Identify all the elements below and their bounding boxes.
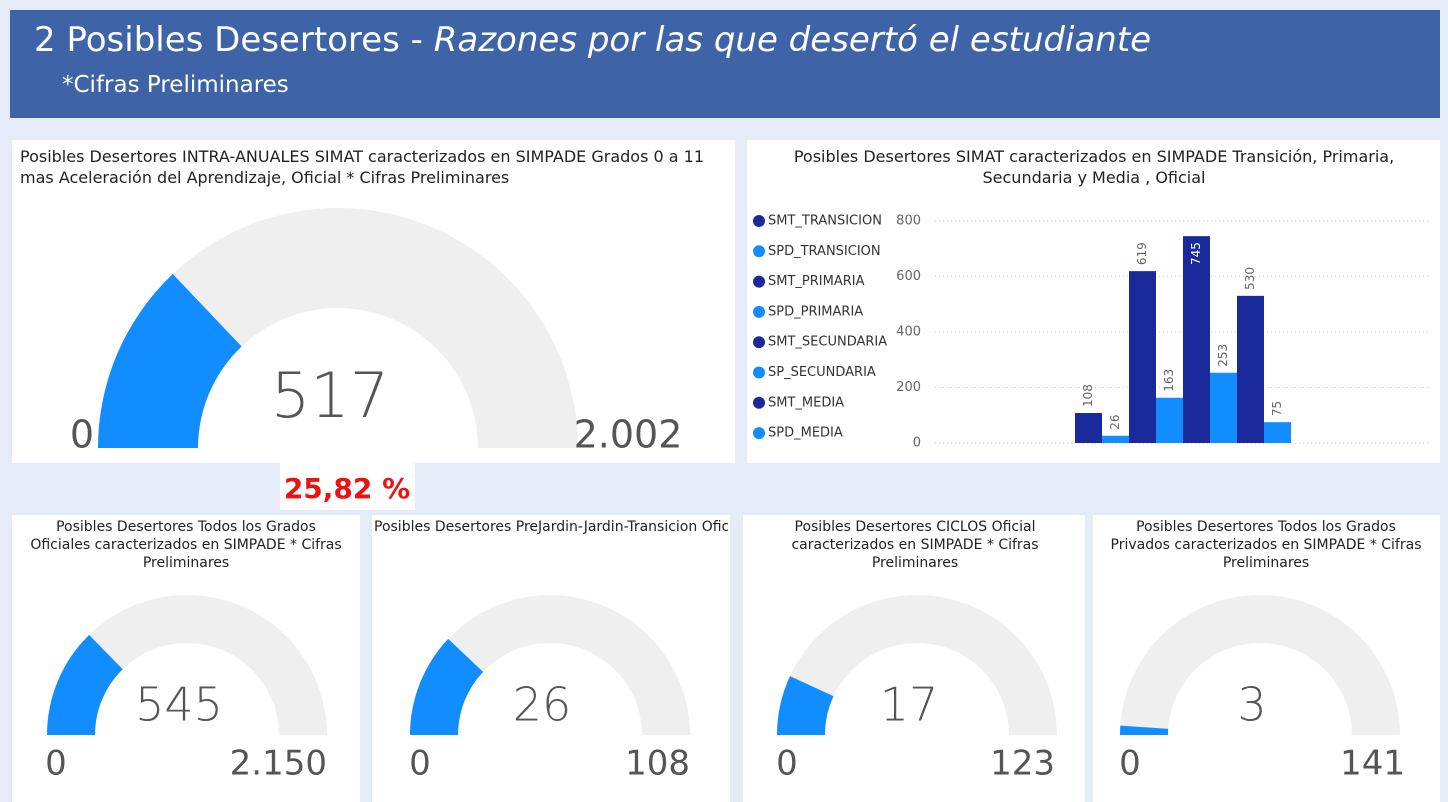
gauge-value-label: 3	[1237, 678, 1266, 732]
panel	[747, 140, 1440, 463]
gauge-value	[47, 634, 123, 735]
gauge-range-label: 0	[1119, 744, 1141, 784]
legend-label: SMT_SECUNDARIA	[768, 335, 887, 350]
legend-label: SPD_TRANSICION	[768, 244, 881, 259]
bar	[1183, 236, 1210, 443]
gauge-value	[1120, 725, 1169, 735]
bar	[1075, 413, 1102, 443]
bar	[1156, 397, 1183, 443]
gauge-value-label: 17	[880, 678, 939, 732]
gauge-range-label: 0	[776, 744, 798, 784]
data-label: 75	[1270, 401, 1284, 416]
title: 2 Posibles Desertores -	[34, 20, 434, 60]
legend-label: SP_SECUNDARIA	[768, 365, 876, 380]
gauge-range-label: 0	[45, 744, 67, 784]
gauge-range-label: 141	[1340, 744, 1405, 784]
header: 2 Posibles Desertores - Razones por las …	[10, 10, 1440, 118]
gauge-value-label: 517	[271, 359, 389, 432]
legend-label: SMT_MEDIA	[768, 395, 844, 410]
chart-title: Posibles Desertores INTRA-ANUALES SIMAT …	[20, 147, 705, 187]
gauge-range-label: 108	[625, 744, 690, 784]
data-label: 530	[1243, 267, 1257, 290]
legend-marker	[753, 275, 765, 288]
gauge-range-label: 2.150	[230, 744, 327, 784]
gauge-track	[410, 595, 690, 735]
data-label: 26	[1108, 414, 1122, 429]
legend-label: SPD_MEDIA	[768, 426, 843, 441]
data-label: 253	[1216, 344, 1230, 367]
legend-marker	[753, 215, 765, 227]
legend-label: SMT_PRIMARIA	[768, 274, 865, 289]
legend-marker	[753, 336, 765, 349]
gauge-range-label: 0	[70, 413, 94, 457]
gauge-value	[410, 638, 484, 735]
chart-title: Posibles Desertores CICLOS Oficial carac…	[791, 519, 1039, 571]
data-label: 619	[1135, 242, 1149, 265]
gauge-value	[777, 676, 834, 735]
gauge-range-label: 2.002	[574, 413, 683, 457]
y-tick-label: 400	[896, 324, 921, 339]
legend-marker	[753, 245, 765, 258]
y-tick-label: 200	[896, 380, 921, 395]
gauge-track	[1120, 595, 1400, 735]
legend-marker	[753, 396, 765, 409]
bar	[1237, 295, 1264, 443]
data-label: 163	[1162, 369, 1176, 392]
gauge-value-label: 545	[135, 678, 223, 732]
gauge-value-label: 26	[513, 678, 572, 732]
bar	[1210, 372, 1237, 443]
legend-marker	[753, 427, 765, 440]
chart-title: Posibles Desertores Todos los Grados Ofi…	[30, 519, 342, 571]
title-italic: Razones por las que desertó el estudiant…	[433, 20, 1152, 60]
gauge-track	[98, 208, 578, 448]
percent-label: 25,82 %	[284, 472, 410, 505]
panel	[280, 463, 415, 510]
chart-title: Posibles Desertores Todos los Grados Pri…	[1110, 519, 1422, 571]
bar	[1129, 271, 1156, 443]
legend-label: SMT_TRANSICION	[768, 214, 882, 229]
gauge-track	[777, 595, 1057, 735]
chart-title: Posibles Desertores SIMAT caracterizados…	[793, 147, 1395, 187]
gauge-range-label: 123	[990, 744, 1055, 784]
legend-label: SPD_PRIMARIA	[768, 304, 863, 319]
gauge-range-label: 0	[409, 744, 431, 784]
subtitle: *Cifras Preliminares	[62, 72, 289, 98]
y-tick-label: 800	[896, 213, 921, 228]
y-tick-label: 0	[913, 436, 921, 451]
chart-title: Posibles Desertores PreJardin-Jardin-Tra…	[374, 519, 728, 535]
data-label: 745	[1189, 242, 1203, 265]
bar	[1264, 422, 1291, 443]
data-label: 108	[1081, 384, 1095, 407]
legend-marker	[753, 305, 765, 318]
gauge-track	[47, 595, 327, 735]
header-title: 2 Posibles Desertores - Razones por las …	[34, 20, 1151, 60]
panel	[372, 515, 730, 802]
bar	[1102, 435, 1129, 443]
y-tick-label: 600	[896, 269, 921, 284]
legend-marker	[753, 366, 765, 379]
gauge-value	[98, 273, 242, 448]
